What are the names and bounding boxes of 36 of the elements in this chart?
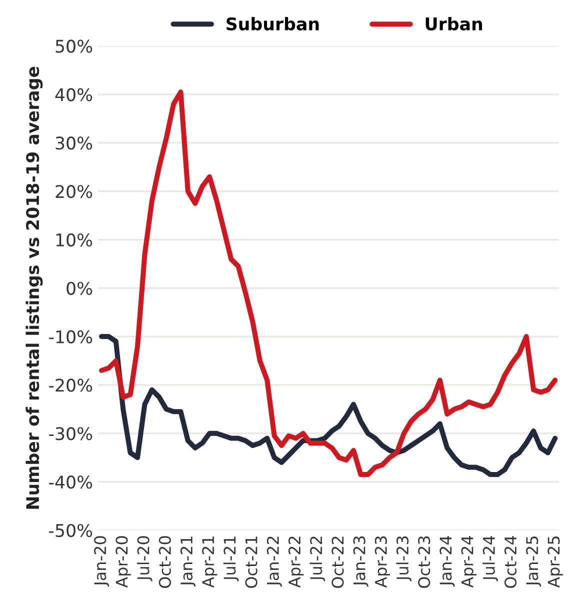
x-tick-label: Oct-23 <box>418 536 430 588</box>
x-tick-label: Jan-20 <box>94 536 110 587</box>
y-tick-label: -10% <box>49 330 92 344</box>
y-tick-label: -40% <box>49 476 92 489</box>
y-tick-label: -20% <box>49 378 92 392</box>
y-tick-label: 50% <box>56 40 92 53</box>
y-axis-title: Number of rental listings vs 2018-19 average <box>26 66 43 509</box>
x-tick-label: Jan-22 <box>266 536 282 587</box>
x-tick-label: Jan-21 <box>180 536 196 587</box>
x-tick-label: Jan-25 <box>526 536 542 587</box>
x-tick-label: Jul-23 <box>396 536 412 582</box>
y-tick-label: 30% <box>56 136 92 150</box>
x-tick-label: Oct-24 <box>504 536 517 588</box>
x-tick-label: Jul-24 <box>482 536 498 582</box>
y-tick-label: -50% <box>49 524 92 538</box>
x-tick-label: Jan-24 <box>440 536 455 587</box>
x-tick-label: Apr-22 <box>288 536 304 588</box>
legend-label: Urban <box>426 17 482 30</box>
x-tick-label: Jan-23 <box>353 536 368 587</box>
y-tick-label: 20% <box>56 184 92 198</box>
y-tick-label: 0% <box>66 282 92 295</box>
y-tick-label: 40% <box>55 88 92 102</box>
x-tick-label: Apr-24 <box>461 536 476 588</box>
x-tick-label: Jul-22 <box>310 536 326 582</box>
y-tick-label: -30% <box>49 427 92 440</box>
legend-label: Suburban <box>226 17 319 30</box>
x-tick-label: Apr-21 <box>202 536 218 588</box>
y-tick-label: 10% <box>56 233 92 247</box>
x-tick-label: Oct-20 <box>158 536 171 588</box>
x-tick-label: Jul-20 <box>136 536 152 582</box>
x-tick-label: Oct-22 <box>332 536 344 588</box>
x-tick-label: Apr-20 <box>116 536 131 588</box>
x-tick-label: Apr-25 <box>548 536 563 588</box>
x-tick-label: Jul-21 <box>223 536 239 582</box>
x-tick-label: Oct-21 <box>245 536 258 588</box>
x-tick-label: Apr-23 <box>374 536 390 588</box>
